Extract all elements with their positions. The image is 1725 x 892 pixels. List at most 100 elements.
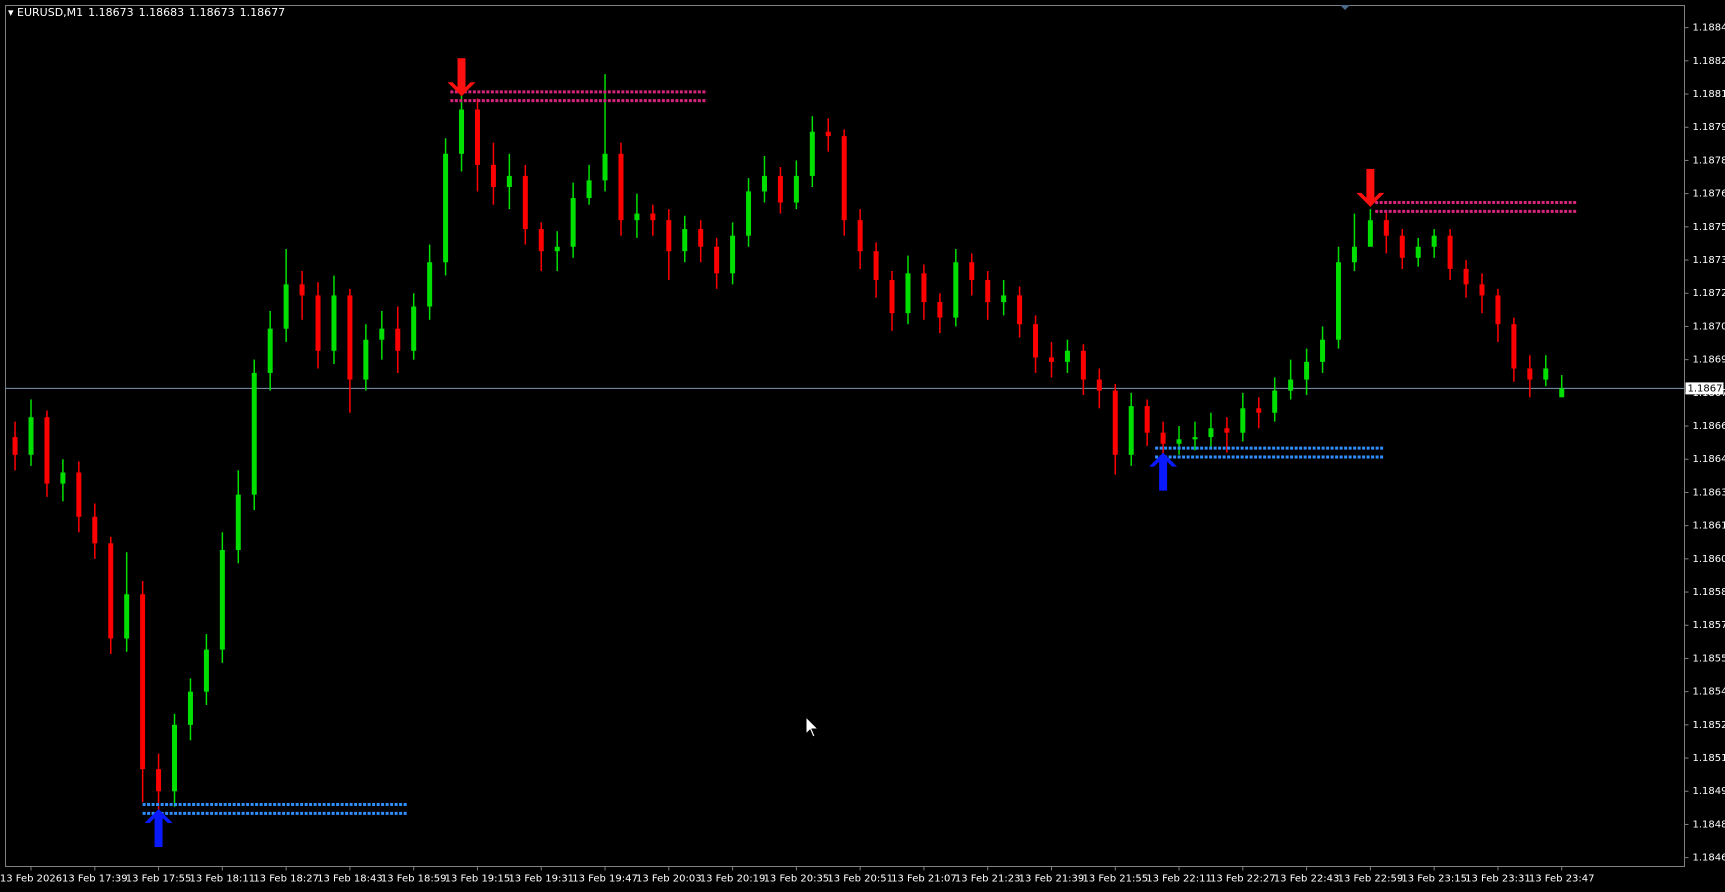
- candle-body: [937, 302, 943, 318]
- candle-body: [1543, 368, 1549, 380]
- candle-body: [379, 328, 385, 340]
- y-tick-label: 1.18735: [1693, 255, 1725, 266]
- candle-body: [1320, 339, 1326, 362]
- candle-body: [793, 175, 799, 203]
- candle-body: [235, 494, 241, 550]
- candle-body: [60, 472, 66, 484]
- candle-body: [1304, 361, 1310, 380]
- x-tick-label: 13 Feb 23:15: [1401, 874, 1467, 885]
- x-tick-label: 13 Feb 22:11: [1146, 874, 1212, 885]
- candle-body: [1240, 408, 1246, 433]
- x-tick-label: 13 Feb 18:11: [190, 874, 256, 885]
- candle-body: [1479, 284, 1485, 296]
- candle-body: [44, 417, 50, 484]
- x-tick-label: 13 Feb 19:31: [508, 874, 574, 885]
- y-tick-label: 1.18555: [1693, 653, 1725, 664]
- candle-body: [1080, 350, 1086, 380]
- candle-body: [315, 295, 321, 351]
- candle-body: [921, 273, 927, 303]
- signal-arrow: [1356, 168, 1385, 207]
- candle-body: [363, 339, 369, 380]
- candle-body: [347, 295, 353, 380]
- candle-body: [156, 769, 162, 792]
- candle-body: [586, 180, 592, 199]
- candle-body: [761, 175, 767, 192]
- cursor: [805, 715, 820, 738]
- candle-body: [108, 543, 114, 639]
- plot-frame: [5, 5, 1685, 867]
- y-tick-label: 1.18825: [1693, 56, 1725, 67]
- ohlc-open: 1.18673: [88, 6, 134, 19]
- candle-body: [682, 229, 688, 252]
- last-price-box: [1685, 382, 1724, 395]
- candle-body: [1495, 295, 1501, 325]
- y-tick-label: 1.18600: [1693, 554, 1725, 565]
- candle-body: [841, 136, 847, 221]
- candle-body: [1511, 324, 1517, 369]
- ohlc-high: 1.18683: [138, 6, 185, 19]
- candle-body: [1463, 268, 1469, 285]
- candle-body: [1256, 408, 1262, 413]
- candle-body: [650, 213, 656, 221]
- signal-arrow: [1149, 452, 1178, 491]
- y-tick-label: 1.18795: [1693, 122, 1725, 133]
- x-tick-label: 13 Feb 20:19: [700, 874, 766, 885]
- candle-body: [395, 328, 401, 351]
- chart-header: ▾ EURUSD,M1 1.18673 1.18683 1.18673 1.18677: [8, 6, 286, 19]
- candle-body: [602, 153, 608, 181]
- candle-body: [1383, 220, 1389, 236]
- y-tick-label: 1.18720: [1693, 288, 1725, 299]
- x-tick-label: 13 Feb 21:55: [1082, 874, 1148, 885]
- y-tick-label: 1.18570: [1693, 620, 1725, 631]
- candle-body: [1064, 350, 1070, 362]
- candle-body: [1559, 388, 1565, 398]
- candle-body: [28, 417, 34, 455]
- candle-body: [1128, 406, 1134, 455]
- candle-body: [1017, 295, 1023, 325]
- y-tick-label: 1.18840: [1693, 23, 1725, 34]
- x-tick-label: 13 Feb 17:55: [126, 874, 192, 885]
- candle-body: [251, 372, 257, 495]
- x-tick-label: 13 Feb 19:15: [445, 874, 511, 885]
- candle-body: [1033, 324, 1039, 358]
- x-tick-label: 13 Feb 19:47: [572, 874, 638, 885]
- candle-body: [777, 175, 783, 203]
- y-tick-label: 1.18750: [1693, 222, 1725, 233]
- candle-body: [1112, 390, 1118, 455]
- candle-body: [219, 549, 225, 650]
- candle-body: [1192, 437, 1198, 440]
- y-tick-label: 1.18630: [1693, 487, 1725, 498]
- candle-body: [490, 164, 496, 187]
- y-tick-label: 1.18765: [1693, 189, 1725, 200]
- candle-body: [1048, 357, 1054, 362]
- candle-body: [1335, 262, 1341, 340]
- candle-body: [12, 437, 18, 455]
- candle-body: [522, 175, 528, 230]
- x-tick-label: 13 Feb 20:35: [764, 874, 830, 885]
- y-tick-label: 1.18780: [1693, 155, 1725, 166]
- candle-body: [1144, 406, 1150, 433]
- candle-body: [172, 724, 178, 792]
- y-tick-label: 1.18690: [1693, 355, 1725, 366]
- candle-body: [1176, 439, 1182, 444]
- x-tick-label: 13 Feb 21:39: [1019, 874, 1085, 885]
- candle-body: [618, 153, 624, 221]
- candle-body: [267, 328, 273, 373]
- candle-body: [140, 594, 146, 770]
- candle-body: [1527, 368, 1533, 380]
- candle-body: [634, 213, 640, 221]
- candle-body: [666, 220, 672, 252]
- x-tick-label: 13 Feb 21:23: [955, 874, 1021, 885]
- candle-body: [570, 198, 576, 247]
- candle-body: [698, 229, 704, 247]
- candle-body: [889, 279, 895, 314]
- candle-body: [459, 109, 465, 154]
- y-tick-label: 1.18810: [1693, 89, 1725, 100]
- candle-body: [953, 262, 959, 318]
- candle-body: [538, 229, 544, 252]
- y-tick-label: 1.18540: [1693, 687, 1725, 698]
- candle-body: [554, 246, 560, 252]
- candle-body: [76, 472, 82, 517]
